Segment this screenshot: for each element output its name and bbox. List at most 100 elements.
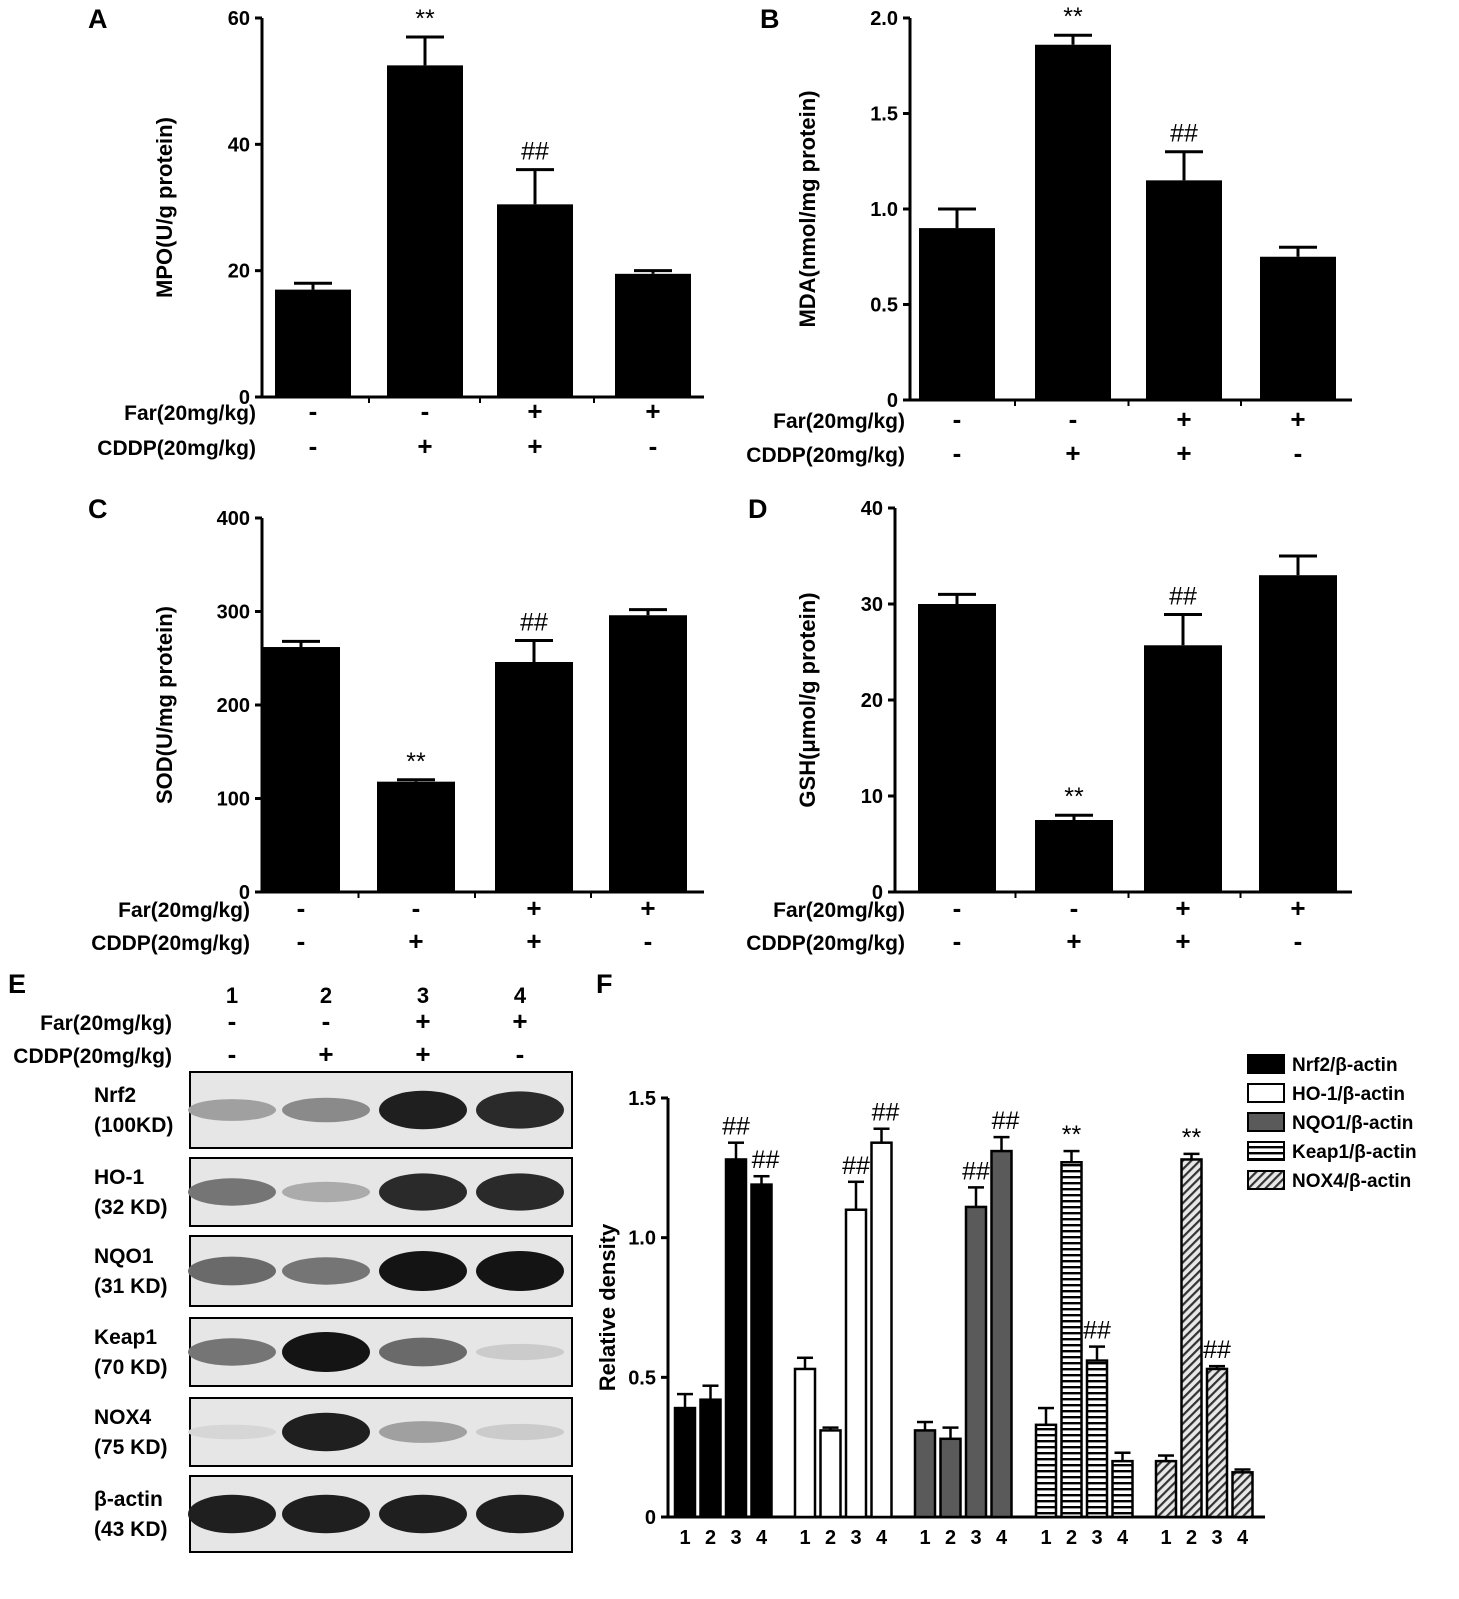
bar [1259,575,1337,892]
y-tick-label: 1.0 [628,1228,656,1250]
y-tick-label: 0 [239,387,250,409]
condition-sign: - [309,396,318,426]
legend-label: Nrf2/β-actin [1292,1055,1398,1076]
y-tick-label: 200 [217,695,250,717]
y-axis-label: SOD(U/mg protein) [152,606,177,804]
condition-sign: + [417,431,432,461]
bar [377,781,455,892]
y-tick-label: 0.5 [628,1367,656,1389]
legend-swatch [1247,1141,1285,1161]
bar [673,1406,697,1519]
blot-band [379,1090,467,1130]
bar [387,65,463,397]
panel-d: D 0 10 20 30 40 GSH(μmol/g protein) ** ## Far(20m… [746,494,1352,956]
bar [609,615,687,892]
significance-mark: ## [872,1099,900,1127]
lane-number: 1 [226,983,238,1008]
bar [1231,1471,1254,1519]
panel-a: A 0 20 40 60 MPO(U/g protein) ** ## Far(20mg/kg)… [88,4,704,461]
blot-band [379,1251,467,1291]
condition-sign: - [228,1039,237,1069]
condition-label: CDDP(20mg/kg) [97,437,256,460]
x-tick-label: 2 [1066,1527,1077,1549]
condition-sign: - [297,893,306,923]
y-tick-label: 0 [872,882,883,904]
condition-sign: + [408,926,423,956]
x-tick-label: 1 [799,1527,810,1549]
x-tick-label: 3 [970,1527,981,1549]
y-tick-label: 30 [861,594,883,616]
panel-letter: D [748,494,768,524]
significance-mark: ## [521,138,549,166]
blot-band [282,1412,370,1452]
condition-sign: + [640,893,655,923]
legend-label: NOX4/β-actin [1292,1171,1411,1192]
blot-band [188,1256,276,1286]
x-tick-label: 4 [1117,1527,1129,1549]
condition-sign: + [1065,438,1080,468]
y-tick-label: 400 [217,508,250,530]
bar [919,228,995,400]
y-tick-label: 0 [887,390,898,412]
significance-mark: ## [722,1113,750,1141]
protein-name: Nrf2 [94,1084,136,1107]
condition-label: CDDP(20mg/kg) [746,932,905,955]
x-tick-label: 2 [825,1527,836,1549]
x-tick-label: 1 [1160,1527,1171,1549]
significance-mark: ## [992,1107,1020,1135]
blot-band [282,1494,370,1534]
x-tick-label: 1 [1040,1527,1051,1549]
condition-sign: - [644,926,653,956]
significance-mark: ## [1083,1317,1111,1345]
bar [990,1149,1013,1519]
bar [1260,256,1336,400]
bar [819,1429,842,1519]
blot-band [188,1099,276,1121]
panel-letter: C [88,494,108,524]
condition-sign: - [1070,893,1079,923]
y-axis-label: GSH(μmol/g protein) [795,592,820,807]
blot-band [379,1494,467,1534]
panel-letter: E [8,969,26,999]
condition-label: Far(20mg/kg) [773,410,905,433]
blot-band [282,1097,370,1123]
condition-sign: - [649,431,658,461]
blot-band [282,1257,370,1285]
y-tick-label: 100 [217,789,250,811]
y-axis-label: MPO(U/g protein) [152,117,177,298]
x-tick-label: 2 [705,1527,716,1549]
significance-mark: ## [1170,120,1198,148]
bar [615,273,691,397]
protein-size: (75 KD) [94,1436,168,1459]
significance-mark: ** [1182,1124,1202,1152]
condition-sign: + [1175,893,1190,923]
y-tick-label: 60 [228,8,250,30]
bar [1111,1459,1134,1519]
bar [699,1398,722,1519]
condition-sign: - [322,1006,331,1036]
legend-label: HO-1/β-actin [1292,1084,1405,1105]
x-tick-label: 2 [1186,1527,1197,1549]
x-tick-label: 4 [876,1527,888,1549]
blot-band [476,1343,564,1361]
protein-size: (100KD) [94,1114,173,1137]
blot-band [476,1251,564,1291]
bar [495,661,573,892]
blot-band [282,1181,370,1203]
bar [1144,645,1222,892]
significance-mark: ## [520,608,548,636]
bar [1060,1160,1083,1519]
y-tick-label: 40 [228,134,250,156]
x-tick-label: 3 [1091,1527,1102,1549]
protein-name: NQO1 [94,1245,154,1268]
protein-name: HO-1 [94,1166,144,1189]
condition-label: CDDP(20mg/kg) [91,932,250,955]
bar [724,1158,748,1519]
legend-swatch [1247,1083,1285,1103]
bar [793,1367,817,1519]
blot-band [188,1178,276,1206]
significance-mark: ## [1203,1336,1231,1364]
condition-label: Far(20mg/kg) [118,899,250,922]
